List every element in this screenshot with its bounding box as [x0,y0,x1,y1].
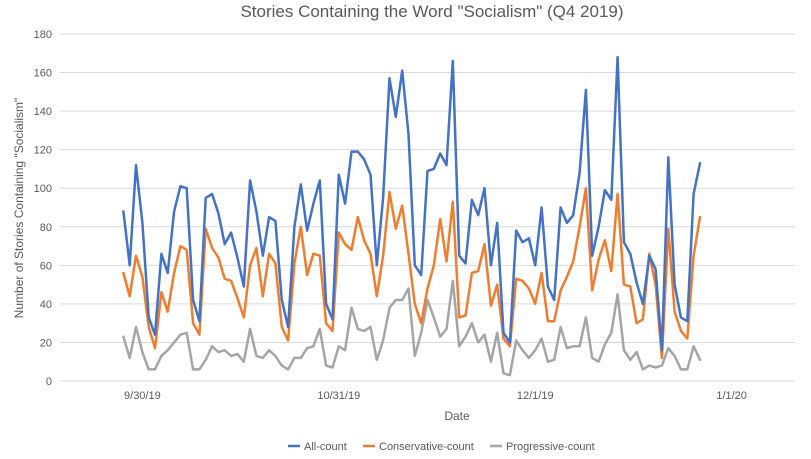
y-tick-label: 20 [40,337,52,349]
progressive-count-line [122,279,702,377]
chart-title: Stories Containing the Word "Socialism" … [240,2,623,21]
y-tick-label: 120 [34,145,52,157]
y-tick-label: 40 [40,299,52,311]
x-tick-label: 12/1/19 [517,390,554,402]
progressive-count-legend-label: Progressive-count [506,441,595,453]
legend: All-count Conservative-count Progressive-c… [288,441,595,453]
y-tick-label: 0 [46,376,52,388]
x-tick-label: 10/31/19 [317,390,360,402]
all-count-line [122,55,702,352]
x-tick-label: 9/30/19 [124,390,161,402]
conservative-count-line [122,186,702,360]
x-tick-labels: 9/30/19 10/31/19 12/1/19 1/1/20 [124,390,747,402]
y-axis-title: Number of Stories Containing "Socialism" [12,98,26,319]
y-tick-label: 60 [40,260,52,272]
y-tick-labels: 0 20 40 60 80 100 120 140 160 180 [34,29,52,388]
y-tick-label: 160 [34,68,52,80]
y-tick-label: 180 [34,29,52,41]
y-tick-label: 140 [34,106,52,118]
y-tick-label: 100 [34,183,52,195]
x-axis-title: Date [444,409,470,423]
x-tick-label: 1/1/20 [716,390,747,402]
series-lines [122,55,702,377]
conservative-count-legend-label: Conservative-count [379,441,474,453]
all-count-legend-label: All-count [304,441,347,453]
y-tick-label: 80 [40,222,52,234]
